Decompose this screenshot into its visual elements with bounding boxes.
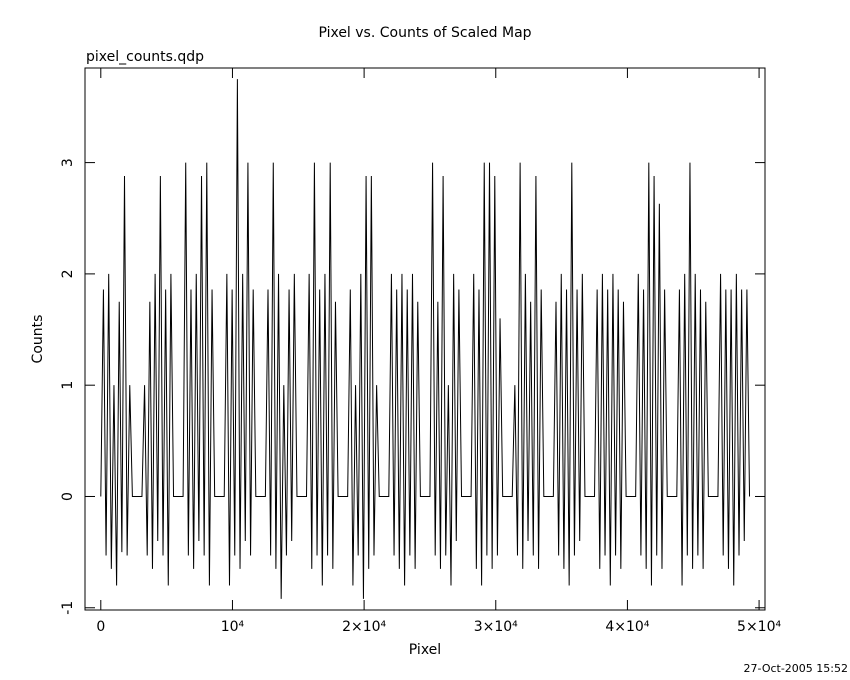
- x-tick-label: 2×10⁴: [342, 619, 386, 635]
- plot-frame: [84, 67, 766, 611]
- y-axis-label: Counts: [30, 315, 46, 364]
- x-tick-label: 0: [96, 619, 105, 635]
- x-tick-label: 4×10⁴: [605, 619, 649, 635]
- chart-title: Pixel vs. Counts of Scaled Map: [318, 25, 531, 41]
- x-tick-label: 10⁴: [221, 619, 245, 635]
- y-tick-label: 2: [60, 269, 76, 278]
- timestamp: 27-Oct-2005 15:52: [744, 662, 848, 675]
- y-tick-label: 3: [60, 158, 76, 167]
- x-axis-label: Pixel: [409, 642, 441, 658]
- data-line: [100, 79, 751, 599]
- y-tick-label: -1: [60, 601, 76, 615]
- y-tick-label: 1: [60, 381, 76, 390]
- x-tick-label: 5×10⁴: [737, 619, 781, 635]
- chart-subtitle: pixel_counts.qdp: [86, 49, 204, 65]
- x-tick-label: 3×10⁴: [474, 619, 518, 635]
- y-tick-label: 0: [60, 492, 76, 501]
